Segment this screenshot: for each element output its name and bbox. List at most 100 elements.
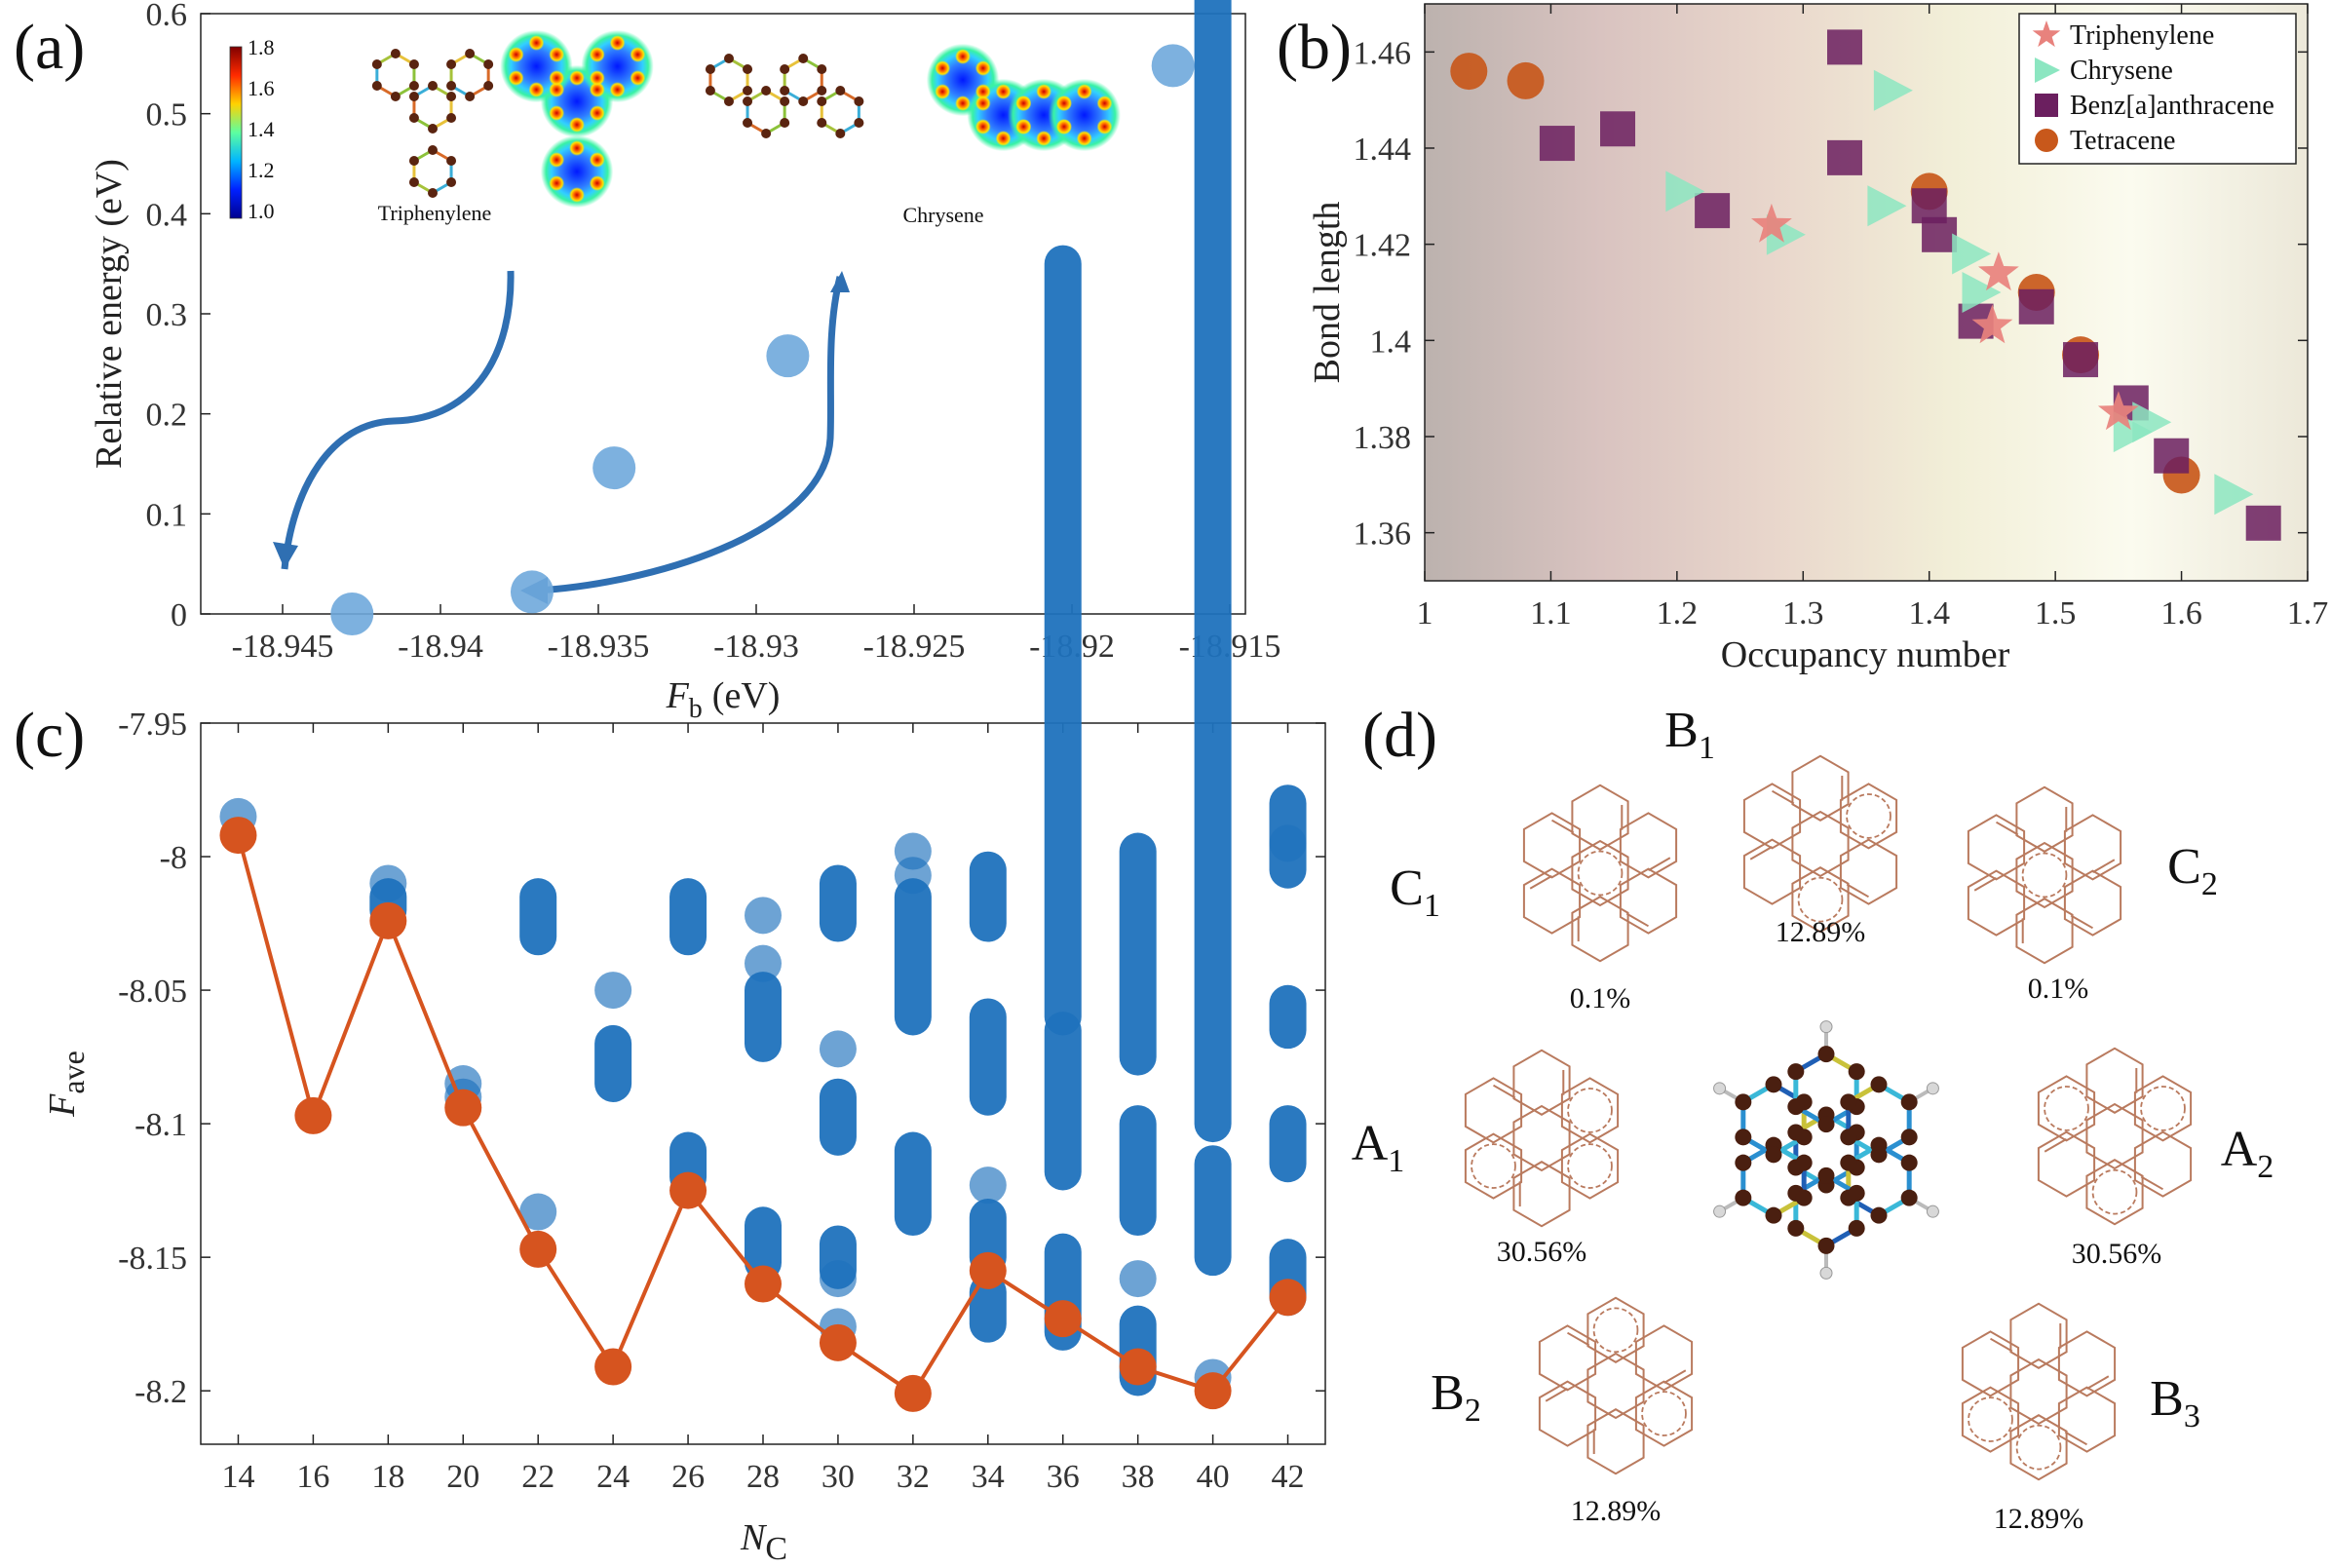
point-cluster <box>819 864 857 942</box>
min-energy-point <box>819 1323 857 1361</box>
carbon-atom <box>1848 1219 1865 1237</box>
data-point-triangle-right <box>1962 272 2002 313</box>
min-energy-point <box>894 1374 932 1412</box>
carbon-atom <box>483 81 494 91</box>
ring <box>2085 1159 2144 1226</box>
min-energy-point <box>594 1348 632 1386</box>
x-tick-label: 34 <box>972 1459 1005 1495</box>
ring <box>2037 1075 2096 1142</box>
x-tick-label: -18.945 <box>232 629 334 665</box>
ring <box>2037 1130 2096 1198</box>
point-cluster <box>1044 1012 1082 1191</box>
double-bond <box>1663 1369 1687 1385</box>
y-tick-label: 1.38 <box>1354 420 1412 456</box>
coronene-molecule <box>1713 1020 1939 1280</box>
point-cluster <box>1119 832 1157 1076</box>
ring <box>1464 1132 1523 1200</box>
ring <box>1742 783 1802 850</box>
ring <box>1512 1049 1571 1116</box>
y-tick-label: 0.3 <box>146 297 188 333</box>
ring <box>1967 869 2026 937</box>
ring <box>1586 1408 1645 1475</box>
ring <box>1791 754 1850 822</box>
carbon-atom <box>1840 1128 1857 1146</box>
ring <box>1538 1324 1597 1392</box>
ring <box>1512 1161 1571 1228</box>
carbon-atom <box>1795 1154 1813 1171</box>
ring <box>1522 812 1582 879</box>
density-hotspot <box>549 47 565 62</box>
data-point-square <box>2063 342 2099 378</box>
double-bond <box>1493 1084 1516 1099</box>
data-point-square <box>1826 29 1862 65</box>
density-hotspot <box>974 119 991 134</box>
double-bond <box>1996 821 2019 836</box>
carbon-atom <box>408 156 419 166</box>
clar-structure-a1 <box>1464 1049 1620 1228</box>
hydrogen-atom <box>1713 1082 1727 1095</box>
min-energy-point <box>669 1171 707 1209</box>
density-hotspot <box>569 140 585 156</box>
ring <box>1839 838 1898 905</box>
panel-b-label: (b) <box>1277 12 1352 83</box>
ring <box>1512 1104 1571 1172</box>
point-cluster <box>1269 984 1307 1050</box>
carbon-atom <box>428 188 438 198</box>
data-point-star <box>1971 304 2013 344</box>
y-tick-label: 0.4 <box>146 197 188 233</box>
density-hotspot <box>589 47 605 62</box>
structure-percent-a1: 30.56% <box>1497 1236 1587 1268</box>
density-hotspot <box>609 35 626 51</box>
arrow-right-path <box>535 276 844 594</box>
density-hotspot <box>549 82 565 97</box>
structure-percent-b1: 12.89% <box>1776 916 1866 948</box>
point-cluster <box>894 878 932 1036</box>
panel-c-ylabel: Fave <box>42 1051 91 1118</box>
data-point-square <box>2154 438 2190 474</box>
data-point-square <box>1600 111 1636 147</box>
carbon-atom <box>1900 1093 1918 1111</box>
carbon-atom <box>743 96 753 106</box>
ring <box>1634 1380 1694 1447</box>
x-tick-label: 16 <box>296 1459 329 1495</box>
carbon-atom <box>1848 1063 1865 1081</box>
point-cluster <box>969 998 1007 1116</box>
carbon-atom <box>835 129 846 138</box>
x-tick-label: 1.7 <box>2287 595 2329 631</box>
chrysene-molecule <box>705 54 864 138</box>
y-tick-label: -8 <box>160 840 187 876</box>
clar-sextet-circle <box>2091 1168 2138 1215</box>
panel-c-label: (c) <box>14 700 85 771</box>
carbon-atom <box>1870 1146 1888 1164</box>
clar-sextet-circle <box>1471 1143 1516 1189</box>
clar-structure-b3 <box>1961 1302 2117 1481</box>
colorbar-tick-label: 1.8 <box>248 35 275 59</box>
data-point <box>519 1193 557 1231</box>
data-point <box>819 1260 857 1298</box>
colorbar-tick-label: 1.2 <box>248 158 275 182</box>
ring <box>1586 1352 1645 1420</box>
point-cluster <box>1119 1105 1157 1237</box>
clar-sextet-circle <box>2015 1424 2062 1471</box>
point-cluster <box>1194 1145 1232 1277</box>
ring <box>1742 838 1802 905</box>
data-point-triangle-right <box>2132 402 2172 443</box>
ring <box>2009 1358 2068 1426</box>
clar-sextet-circle <box>2140 1086 2186 1131</box>
x-tick-label: 1.1 <box>1530 595 1572 631</box>
structure-label-c2: C2 <box>2167 839 2218 902</box>
data-point <box>594 972 632 1010</box>
x-tick-label: 1.3 <box>1782 595 1824 631</box>
density-hotspot <box>528 82 545 97</box>
density-hotspot <box>589 82 605 97</box>
chrysene-density-map <box>926 43 1121 152</box>
panel-c-xlabel: NC <box>740 1517 787 1567</box>
ring <box>1967 814 2026 881</box>
point-cluster <box>819 1078 857 1156</box>
ring <box>1522 867 1582 935</box>
structure-label-a2: A2 <box>2221 1122 2274 1185</box>
panel-b-legend: Triphenylene Chrysene Benz[a]anthracene Tet… <box>2018 13 2297 165</box>
density-hotspot <box>995 131 1012 146</box>
density-hotspot <box>549 105 565 121</box>
data-point-triangle-right <box>1867 185 1907 227</box>
